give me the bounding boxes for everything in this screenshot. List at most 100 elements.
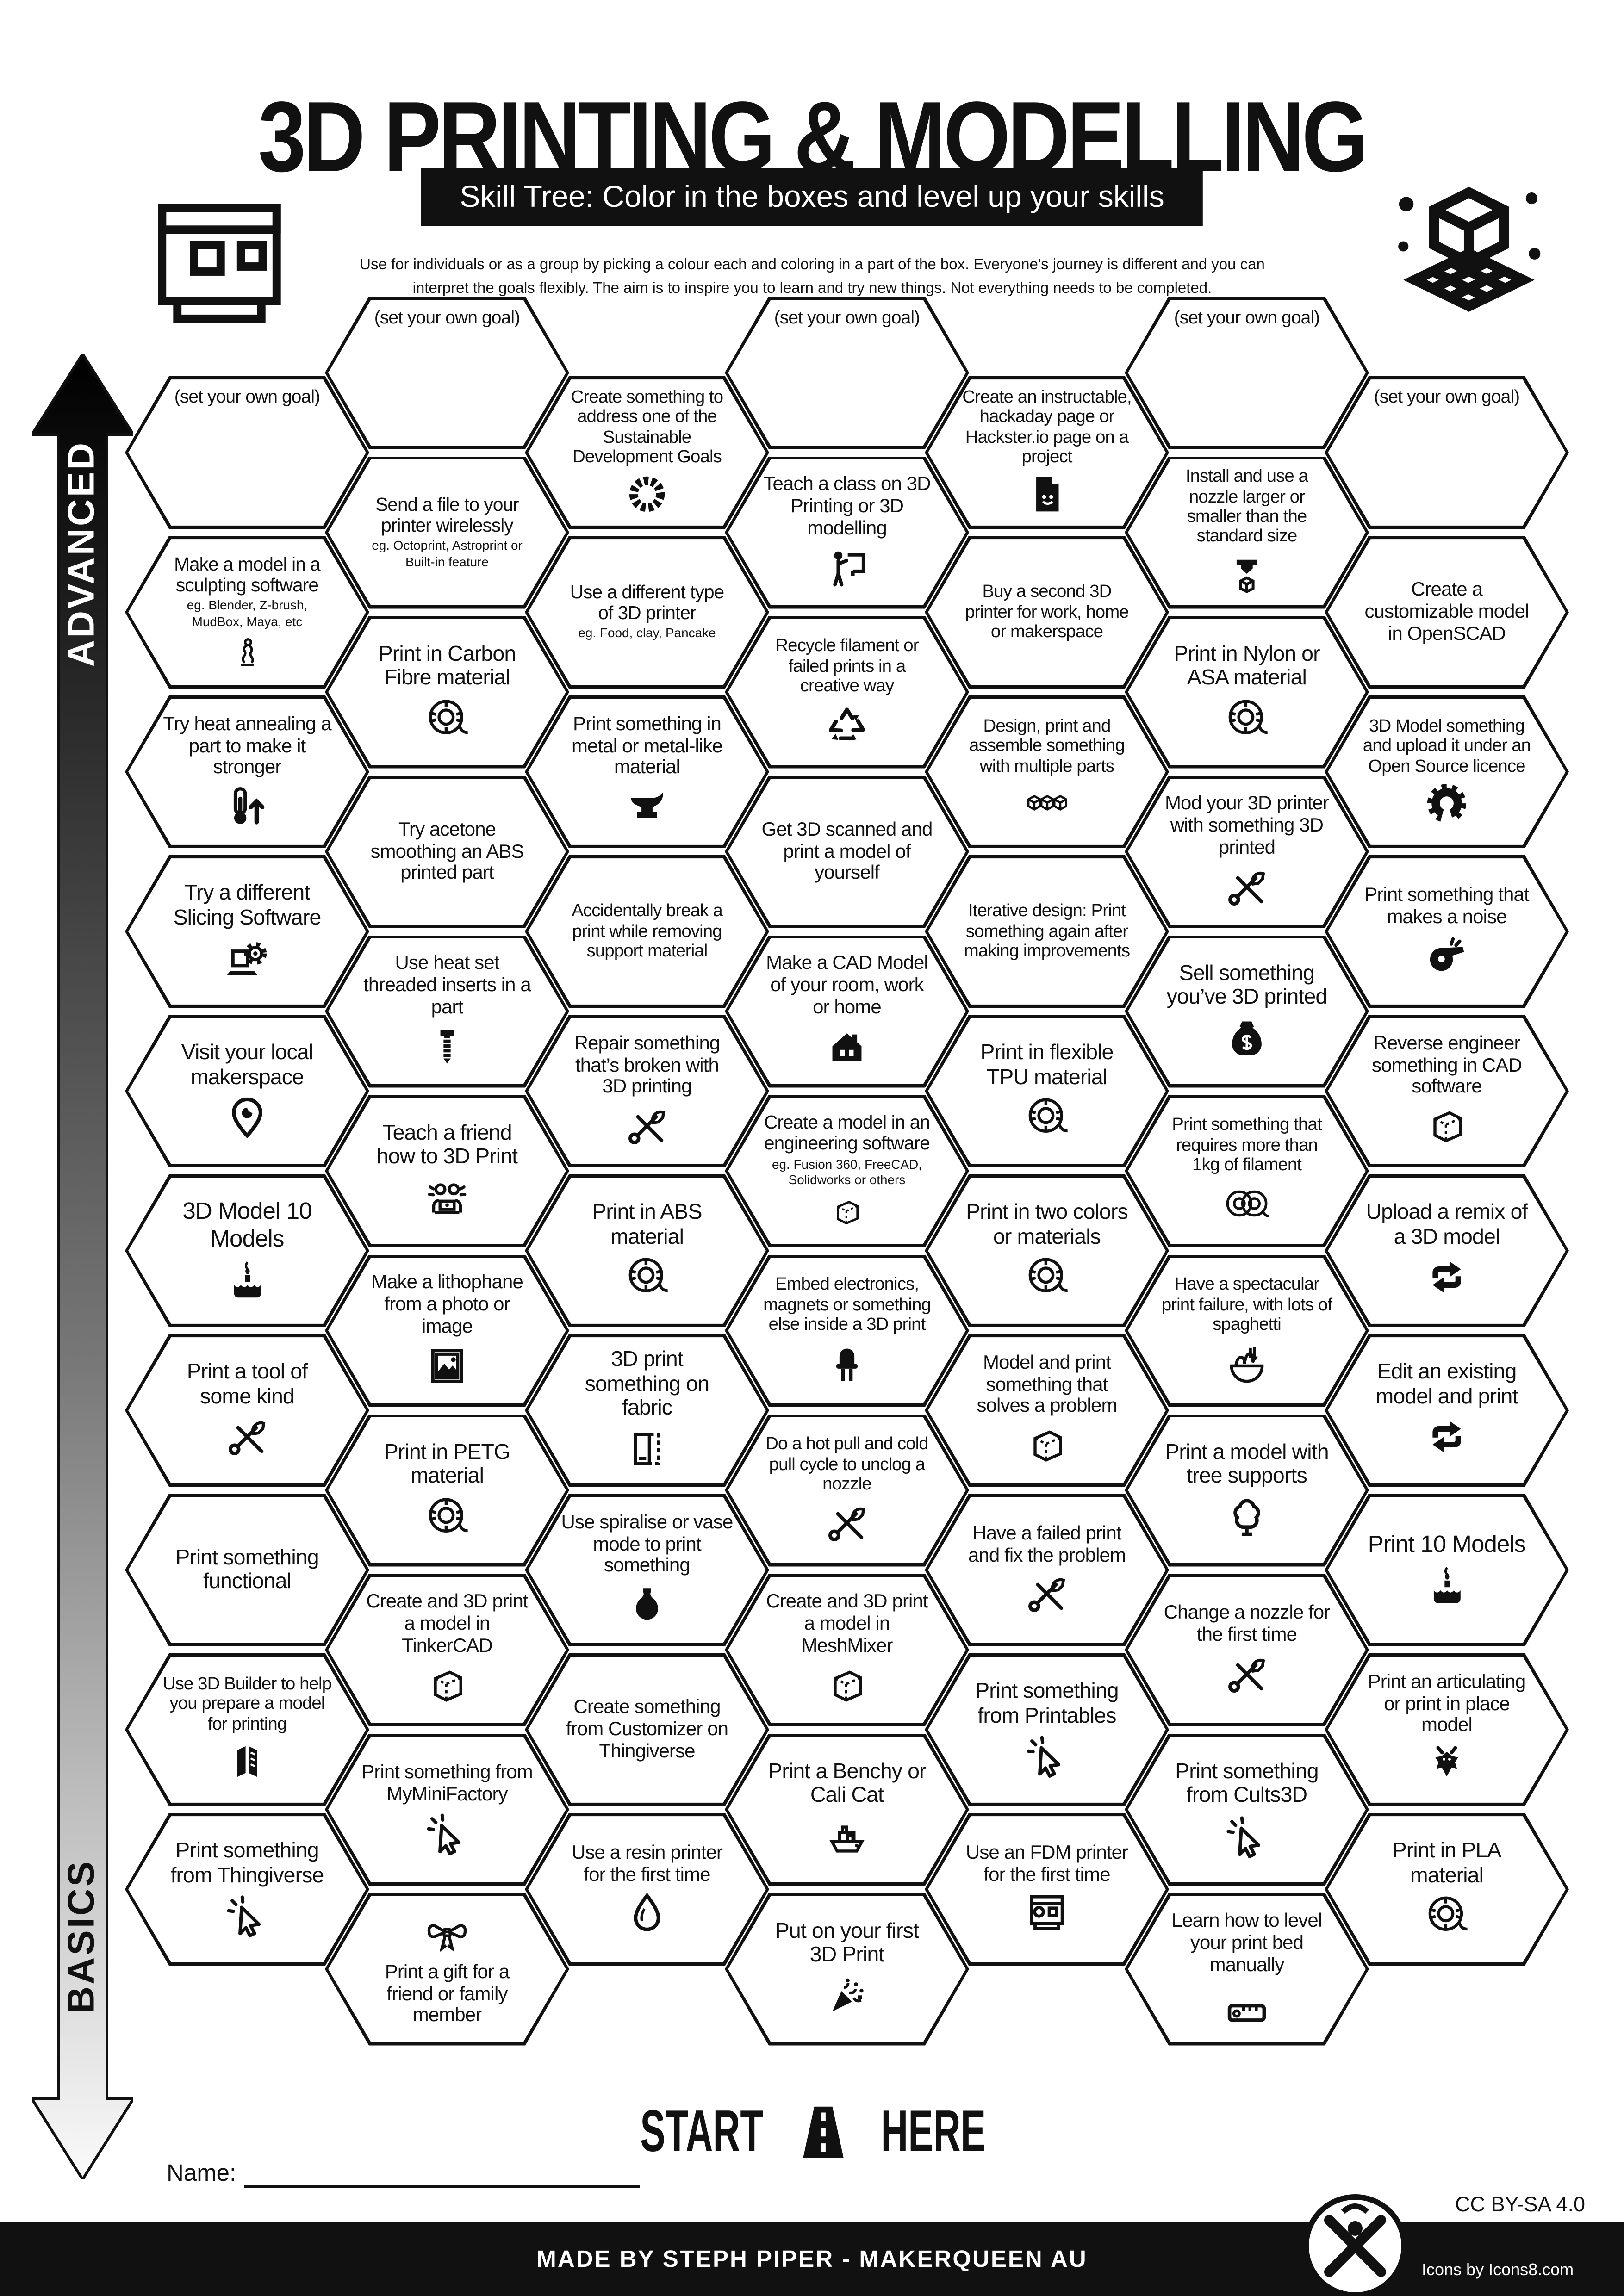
hex-fill (1328, 539, 1566, 685)
hex-set-your-own-goal[interactable]: (set your own goal) (725, 296, 969, 449)
hex-repair-something-that-s-broken-with-3d-pri[interactable]: Repair something that’s broken with 3D p… (525, 1015, 769, 1167)
hex-print-a-tool-of-some-kind[interactable]: Print a tool of some kind (125, 1334, 369, 1487)
hex-print-something-from-thingiverse[interactable]: Print something from Thingiverse (125, 1813, 369, 1966)
hex-edit-an-existing-model-and-print[interactable]: Edit an existing model and print (1325, 1334, 1569, 1487)
hex-create-a-model-in-an-engineering-software[interactable]: Create a model in an engineering softwar… (725, 1094, 969, 1247)
hex-print-in-pla-material[interactable]: Print in PLA material (1325, 1813, 1569, 1966)
hex-get-3d-scanned-and-print-a-model-of-yourse[interactable]: Get 3D scanned and print a model of your… (725, 775, 969, 928)
hex-change-a-nozzle-for-the-first-time[interactable]: Change a nozzle for the first time (1125, 1573, 1369, 1726)
hex-create-an-instructable-hackaday-page-or-ha[interactable]: Create an instructable, hackaday page or… (925, 376, 1169, 529)
slicer-laptop-icon (224, 934, 271, 981)
hex-print-something-from-cults3d[interactable]: Print something from Cults3D (1125, 1733, 1369, 1886)
hex-design-print-and-assemble-something-with-m[interactable]: Design, print and assemble something wit… (925, 695, 1169, 848)
hex-set-your-own-goal[interactable]: (set your own goal) (325, 296, 569, 449)
hex-set-your-own-goal[interactable]: (set your own goal) (1325, 376, 1569, 529)
hex-mod-your-3d-printer-with-something-3d-prin[interactable]: Mod your 3D printer with something 3D pr… (1125, 775, 1369, 928)
hex-try-heat-annealing-a-part-to-make-it-stron[interactable]: Try heat annealing a part to make it str… (125, 695, 369, 848)
map-pin-icon (224, 1094, 271, 1141)
hex-upload-a-remix-of-a-3d-model[interactable]: Upload a remix of a 3D model (1325, 1174, 1569, 1327)
hex-create-something-from-customizer-on-thingi[interactable]: Create something from Customizer on Thin… (525, 1653, 769, 1806)
hex-content: Accidentally break a print while removin… (561, 859, 733, 1004)
hex-fill (1128, 1896, 1366, 2042)
hex-send-a-file-to-your-printer-wirelessly[interactable]: Send a file to your printer wirelessly eg… (325, 456, 569, 609)
hex-put-on-your-first-3d-print[interactable]: Put on your first 3D Print (725, 1893, 969, 2046)
hex-content: Use 3D Builder to help you prepare a mod… (161, 1657, 333, 1802)
hex-label: Design, print and assemble something wit… (969, 714, 1125, 776)
hex-make-a-model-in-a-sculpting-software[interactable]: Make a model in a sculpting software eg. … (125, 536, 369, 689)
hex-print-10-models[interactable]: Print 10 Models (1325, 1494, 1569, 1646)
hex-use-spiralise-or-vase-mode-to-print-someth[interactable]: Use spiralise or vase mode to print some… (525, 1494, 769, 1646)
hex-print-something-from-printables[interactable]: Print something from Printables (925, 1653, 1169, 1806)
hex-accidentally-break-a-print-while-removing-[interactable]: Accidentally break a print while removin… (525, 855, 769, 1008)
hex-print-in-two-colors-or-materials[interactable]: Print in two colors or materials (925, 1174, 1169, 1327)
hex-create-and-3d-print-a-model-in-tinkercad[interactable]: Create and 3D print a model in TinkerCAD (325, 1573, 569, 1726)
hex-content: (set your own goal) (1161, 301, 1333, 445)
hex-print-in-abs-material[interactable]: Print in ABS material (525, 1174, 769, 1327)
hex-3d-model-10-models[interactable]: 3D Model 10 Models (125, 1174, 369, 1327)
sdg-wheel-icon (623, 471, 671, 518)
hex-print-something-functional[interactable]: Print something functional (125, 1494, 369, 1646)
hex-print-an-articulating-or-print-in-place-mo[interactable]: Print an articulating or print in place … (1325, 1653, 1569, 1806)
hex-set-your-own-goal[interactable]: (set your own goal) (1125, 296, 1369, 449)
hex-use-3d-builder-to-help-you-prepare-a-model[interactable]: Use 3D Builder to help you prepare a mod… (125, 1653, 369, 1806)
hex-use-a-resin-printer-for-the-first-time[interactable]: Use a resin printer for the first time (525, 1813, 769, 1966)
hex-create-and-3d-print-a-model-in-meshmixer[interactable]: Create and 3D print a model in MeshMixer (725, 1573, 969, 1726)
hex-learn-how-to-level-your-print-bed-manually[interactable]: Learn how to level your print bed manual… (1125, 1893, 1369, 2046)
hex-create-a-customizable-model-in-openscad[interactable]: Create a customizable model in OpenSCAD (1325, 536, 1569, 689)
hex-label: Use heat set threaded inserts in a part (363, 951, 531, 1018)
cube-grid-logo-icon (1381, 164, 1556, 358)
hex-use-a-different-type-of-3d-printer[interactable]: Use a different type of 3D printer eg. Fo… (525, 536, 769, 689)
hex-print-a-benchy-or-cali-cat[interactable]: Print a Benchy or Cali Cat (725, 1733, 969, 1886)
hex-fill (1128, 1576, 1366, 1723)
hex-fill (328, 778, 566, 925)
hex-label: Print a Benchy or Cali Cat (768, 1759, 926, 1808)
hex-do-a-hot-pull-and-cold-pull-cycle-to-unclo[interactable]: Do a hot pull and cold pull cycle to unc… (725, 1414, 969, 1567)
hex-set-your-own-goal[interactable]: (set your own goal) (125, 376, 369, 529)
hex-3d-print-something-on-fabric[interactable]: 3D print something on fabric (525, 1334, 769, 1487)
recycle-icon (823, 701, 871, 748)
whistle-icon (1423, 932, 1470, 979)
hex-print-something-that-makes-a-noise[interactable]: Print something that makes a noise (1325, 855, 1569, 1008)
hex-print-in-nylon-or-asa-material[interactable]: Print in Nylon or ASA material (1125, 615, 1369, 769)
house-icon (823, 1023, 871, 1070)
hex-print-in-petg-material[interactable]: Print in PETG material (325, 1414, 569, 1567)
hex-print-in-flexible-tpu-material[interactable]: Print in flexible TPU material (925, 1015, 1169, 1167)
hex-make-a-cad-model-of-your-room-work-or-home[interactable]: Make a CAD Model of your room, work or h… (725, 935, 969, 1088)
hex-try-acetone-smoothing-an-abs-printed-part[interactable]: Try acetone smoothing an ABS printed par… (325, 775, 569, 928)
hex-make-a-lithophane-from-a-photo-or-image[interactable]: Make a lithophane from a photo or image (325, 1254, 569, 1407)
hex-teach-a-class-on-3d-printing-or-3d-modelli[interactable]: Teach a class on 3D Printing or 3D model… (725, 456, 969, 609)
name-underline[interactable] (244, 2166, 641, 2188)
hex-label: 3D Model 10 Models (182, 1198, 312, 1252)
hex-3d-model-something-and-upload-it-under-an-[interactable]: 3D Model something and upload it under a… (1325, 695, 1569, 848)
hex-print-something-from-myminifactory[interactable]: Print something from MyMiniFactory (325, 1733, 569, 1886)
hex-embed-electronics-magnets-or-something-els[interactable]: Embed electronics, magnets or something … (725, 1254, 969, 1407)
hex-label: Use spiralise or vase mode to print some… (561, 1510, 734, 1576)
hex-print-something-that-requires-more-than-1k[interactable]: Print something that requires more than … (1125, 1094, 1369, 1247)
hex-have-a-spectacular-print-failure-with-lots[interactable]: Have a spectacular print failure, with l… (1125, 1254, 1369, 1407)
hex-label: Put on your first 3D Print (775, 1919, 919, 1967)
advanced-label: ADVANCED (60, 441, 102, 667)
spool-icon (623, 1253, 671, 1301)
hex-try-a-different-slicing-software[interactable]: Try a different Slicing Software (125, 855, 369, 1008)
hex-recycle-filament-or-failed-prints-in-a-cre[interactable]: Recycle filament or failed prints in a c… (725, 615, 969, 769)
hex-teach-a-friend-how-to-3d-print[interactable]: Teach a friend how to 3D Print (325, 1094, 569, 1247)
hex-reverse-engineer-something-in-cad-software[interactable]: Reverse engineer something in CAD softwa… (1325, 1015, 1569, 1167)
hex-print-in-carbon-fibre-material[interactable]: Print in Carbon Fibre material (325, 615, 569, 769)
hex-sell-something-you-ve-3d-printed[interactable]: Sell something you’ve 3D printed (1125, 935, 1369, 1088)
hex-use-heat-set-threaded-inserts-in-a-part[interactable]: Use heat set threaded inserts in a part (325, 935, 569, 1088)
hex-iterative-design-print-something-again-aft[interactable]: Iterative design: Print something again … (925, 855, 1169, 1008)
hex-visit-your-local-makerspace[interactable]: Visit your local makerspace (125, 1015, 369, 1167)
hex-label: Learn how to level your print bed manual… (1171, 1909, 1323, 1975)
hex-buy-a-second-3d-printer-for-work-home-or-m[interactable]: Buy a second 3D printer for work, home o… (925, 536, 1169, 689)
hex-create-something-to-address-one-of-the-sus[interactable]: Create something to address one of the S… (525, 376, 769, 529)
hex-have-a-failed-print-and-fix-the-problem[interactable]: Have a failed print and fix the problem (925, 1494, 1169, 1646)
hex-model-and-print-something-that-solves-a-pr[interactable]: Model and print something that solves a … (925, 1334, 1169, 1487)
hex-print-something-in-metal-or-metal-like-mat[interactable]: Print something in metal or metal-like m… (525, 695, 769, 848)
hex-install-and-use-a-nozzle-larger-or-smaller[interactable]: Install and use a nozzle larger or small… (1125, 456, 1369, 609)
icons-credit: Icons by Icons8.com (1422, 2260, 1574, 2279)
hex-print-a-gift-for-a-friend-or-family-member[interactable]: Print a gift for a friend or family memb… (325, 1893, 569, 2046)
hex-content: Put on your first 3D Print (761, 1897, 933, 2042)
hex-use-an-fdm-printer-for-the-first-time[interactable]: Use an FDM printer for the first time (925, 1813, 1169, 1966)
hex-fill (128, 1497, 366, 1643)
hex-print-a-model-with-tree-supports[interactable]: Print a model with tree supports (1125, 1414, 1369, 1567)
